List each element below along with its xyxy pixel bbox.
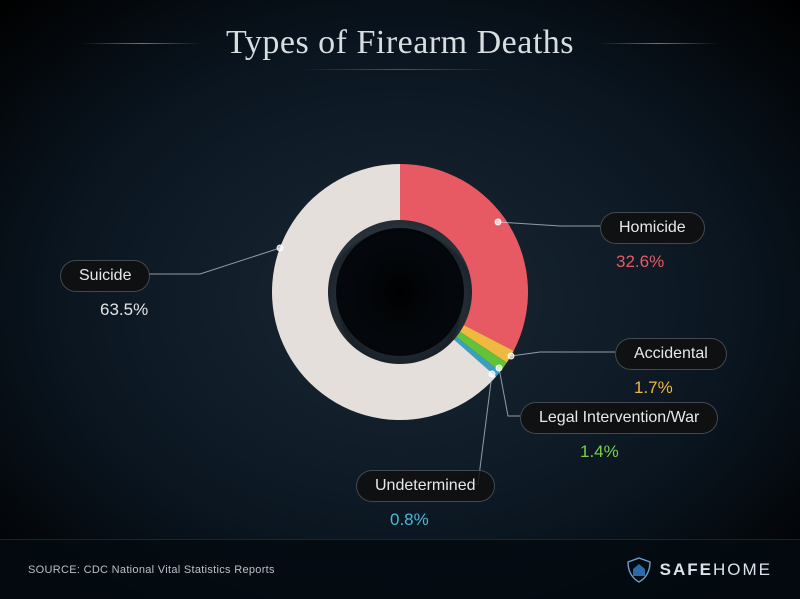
title-rule-left [82,43,202,44]
label-homicide: Homicide [600,212,705,244]
pct-undetermined: 0.8% [390,510,429,530]
safehome-logo-icon [626,557,652,583]
chart-title-text: Types of Firearm Deaths [226,24,574,61]
title-rule-right [598,43,718,44]
label-accidental: Accidental [615,338,727,370]
footer-bar: SOURCE: CDC National Vital Statistics Re… [0,539,800,599]
source-attribution: SOURCE: CDC National Vital Statistics Re… [28,564,275,576]
safehome-logo: SAFEHOME [626,557,772,583]
pct-suicide: 63.5% [100,300,148,320]
pct-accidental: 1.7% [634,378,673,398]
label-suicide: Suicide [60,260,150,292]
label-undetermined: Undetermined [356,470,495,502]
chart-title: Types of Firearm Deaths [202,24,598,62]
donut-chart [272,164,528,420]
pct-legal: 1.4% [580,442,619,462]
pct-homicide: 32.6% [616,252,664,272]
title-underline [300,69,500,70]
leader-suicide [148,248,280,274]
label-legal: Legal Intervention/War [520,402,718,434]
chart-title-wrap: Types of Firearm Deaths [0,24,800,62]
safehome-logo-text: SAFEHOME [660,560,772,580]
donut-hole [336,228,464,356]
